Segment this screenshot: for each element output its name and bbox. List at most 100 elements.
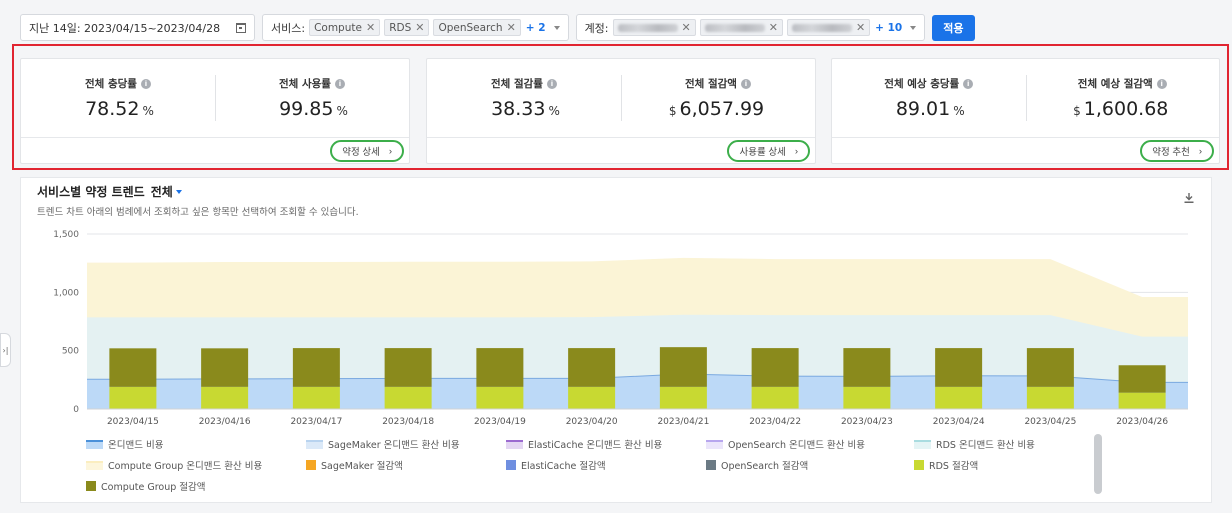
- bar-segment: [1118, 392, 1166, 409]
- x-tick-label: 2023/04/23: [841, 417, 893, 427]
- bar-segment: [843, 348, 891, 387]
- bar-segment: [935, 348, 983, 387]
- account-chip[interactable]: ✕: [786, 19, 871, 36]
- close-icon[interactable]: ✕: [365, 21, 376, 34]
- trend-scope-dropdown[interactable]: 전체: [151, 183, 182, 200]
- bar-segment: [292, 348, 340, 387]
- chevron-down-icon: [175, 189, 182, 194]
- chevron-right-icon: ›: [1198, 145, 1202, 157]
- legend-swatch: [706, 439, 723, 449]
- bar-segment: [935, 386, 983, 409]
- close-icon[interactable]: ✕: [415, 21, 425, 34]
- bar-segment: [109, 348, 157, 387]
- legend-scrollbar[interactable]: [1094, 434, 1102, 494]
- bar-segment: [1026, 386, 1074, 409]
- legend-item[interactable]: Compute Group 온디맨드 환산 비용: [86, 458, 262, 472]
- legend-item[interactable]: RDS 온디맨드 환산 비용: [914, 437, 1035, 451]
- blurred-account-name: [617, 23, 678, 32]
- close-icon[interactable]: ✕: [855, 21, 866, 34]
- bar-segment: [201, 348, 249, 387]
- info-icon[interactable]: i: [740, 78, 751, 89]
- apply-button[interactable]: 적용: [932, 14, 975, 41]
- bar-segment: [292, 386, 340, 409]
- chevron-down-icon[interactable]: [910, 25, 917, 30]
- info-icon[interactable]: i: [140, 78, 151, 89]
- bar-segment: [201, 386, 249, 409]
- side-panel-toggle[interactable]: ›|: [0, 333, 11, 367]
- summary-highlight-box: [12, 44, 1229, 170]
- legend-item[interactable]: 온디맨드 비용: [86, 437, 163, 451]
- utilization-detail-button[interactable]: 사용률 상세 ›: [727, 140, 810, 162]
- legend-swatch: [506, 460, 516, 470]
- legend-item[interactable]: OpenSearch 절감액: [706, 458, 808, 472]
- metric-label: 전체 절감률: [491, 78, 543, 90]
- blurred-account-name: [791, 23, 852, 32]
- x-tick-label: 2023/04/25: [1024, 417, 1076, 427]
- x-tick-label: 2023/04/18: [382, 417, 434, 427]
- close-icon[interactable]: ✕: [506, 21, 516, 34]
- info-icon[interactable]: i: [546, 78, 557, 89]
- service-chip[interactable]: Compute ✕: [309, 19, 381, 36]
- close-icon[interactable]: ✕: [681, 21, 691, 34]
- chevron-down-icon[interactable]: [553, 25, 560, 30]
- service-filter[interactable]: 서비스: Compute ✕ RDS ✕ OpenSearch ✕ + 2: [262, 14, 569, 41]
- metric: 전체 예상 충당률 i 89.01%: [832, 59, 1026, 137]
- legend-label: ElastiCache 절감액: [521, 461, 606, 472]
- commitment-recommend-button[interactable]: 약정 추천 ›: [1140, 140, 1214, 162]
- info-icon[interactable]: i: [1156, 78, 1167, 89]
- legend-item[interactable]: Compute Group 절감액: [86, 479, 206, 493]
- close-icon[interactable]: ✕: [768, 21, 778, 34]
- bar-segment: [384, 348, 432, 387]
- legend-label: Compute Group 절감액: [101, 482, 206, 493]
- bar-segment: [476, 386, 524, 409]
- legend-label: RDS 온디맨드 환산 비용: [936, 440, 1035, 451]
- legend-swatch: [914, 460, 924, 470]
- legend-item[interactable]: SageMaker 절감액: [306, 458, 403, 472]
- date-range-picker[interactable]: 지난 14일: 2023/04/15~2023/04/28: [20, 14, 255, 41]
- metric-label: 전체 사용률: [279, 78, 331, 90]
- metric-value: 99.85: [279, 98, 334, 120]
- metric-value: 89.01: [895, 98, 951, 120]
- chevron-right-icon: ›: [388, 145, 392, 157]
- x-tick-label: 2023/04/21: [657, 417, 709, 427]
- legend-item[interactable]: ElastiCache 온디맨드 환산 비용: [506, 437, 662, 451]
- download-icon[interactable]: [1183, 192, 1195, 204]
- legend-label: 온디맨드 비용: [108, 440, 164, 451]
- x-tick-label: 2023/04/15: [107, 417, 159, 427]
- commitment-detail-button[interactable]: 약정 상세 ›: [330, 140, 404, 162]
- metric: 전체 사용률 i 99.85%: [215, 59, 409, 137]
- metric-value: 1,600.68: [1083, 98, 1169, 120]
- account-chip[interactable]: ✕: [612, 19, 696, 36]
- service-chip[interactable]: OpenSearch ✕: [433, 19, 521, 36]
- info-icon[interactable]: i: [963, 78, 974, 89]
- trend-chart: 0 500 1,000 1,500 2023/04/15 2023/04/16 2023/0…: [53, 230, 1188, 427]
- legend-label: OpenSearch 절감액: [721, 461, 809, 472]
- legend-label: ElastiCache 온디맨드 환산 비용: [528, 440, 663, 451]
- legend-item[interactable]: RDS 절감액: [914, 458, 978, 472]
- legend-swatch: [306, 439, 323, 449]
- info-icon[interactable]: i: [334, 78, 345, 89]
- account-more-count[interactable]: + 10: [875, 21, 903, 34]
- legend-item[interactable]: OpenSearch 온디맨드 환산 비용: [706, 437, 865, 451]
- account-filter-label: 계정:: [584, 21, 609, 35]
- legend-swatch: [86, 481, 96, 491]
- x-tick-label: 2023/04/24: [933, 417, 985, 427]
- legend-item[interactable]: SageMaker 온디맨드 환산 비용: [306, 437, 460, 451]
- service-more-count[interactable]: + 2: [525, 21, 546, 34]
- calendar-icon: [236, 22, 246, 33]
- legend-swatch: [506, 439, 523, 449]
- account-chip[interactable]: ✕: [699, 19, 783, 36]
- bar-segment: [659, 347, 707, 387]
- legend-swatch: [914, 439, 931, 449]
- service-filter-label: 서비스:: [271, 21, 306, 35]
- metric-label: 전체 절감액: [685, 78, 737, 90]
- bar-segment: [751, 348, 799, 387]
- bar-segment: [568, 386, 616, 409]
- bar-segment: [659, 386, 707, 409]
- service-chip[interactable]: RDS ✕: [384, 19, 430, 36]
- bar-segment: [1118, 365, 1166, 393]
- bar-segment: [476, 348, 524, 387]
- metric-label: 전체 예상 절감액: [1077, 78, 1153, 90]
- account-filter[interactable]: 계정: ✕ ✕ ✕ + 10: [575, 14, 926, 41]
- legend-item[interactable]: ElastiCache 절감액: [506, 458, 606, 472]
